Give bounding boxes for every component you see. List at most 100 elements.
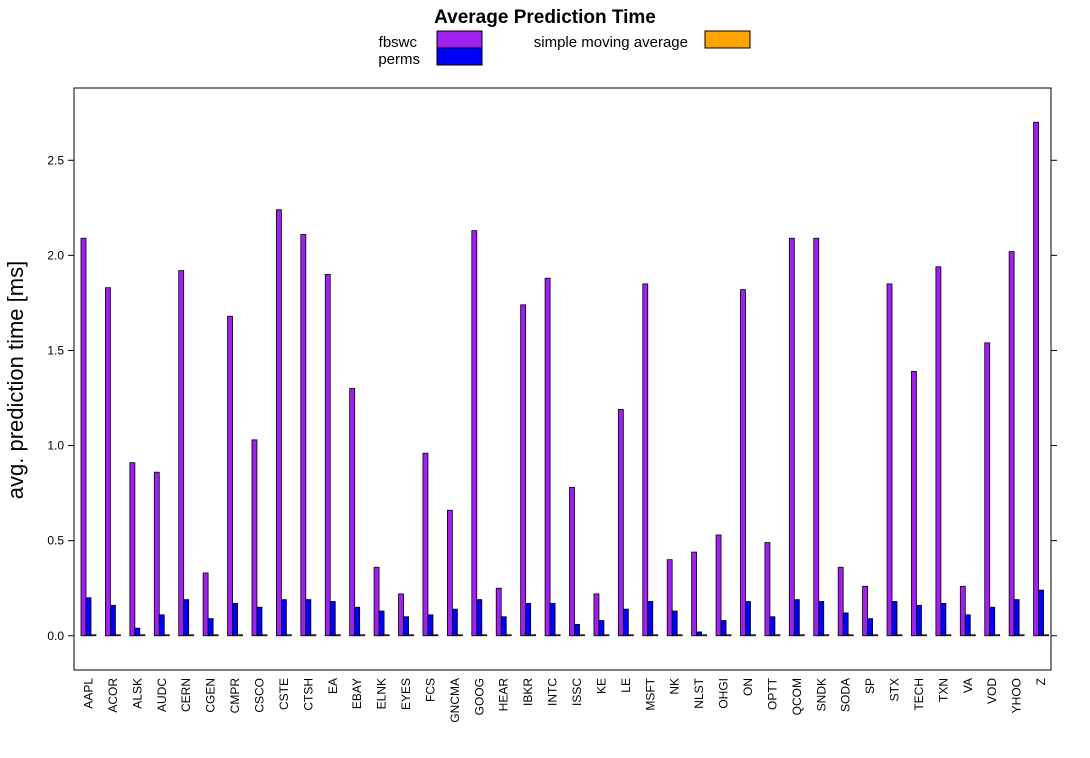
x-axis: AAPL ACOR ALSK AUDC CERN CGEN CMPR CSCO CSTE CTSH…: [82, 677, 1049, 722]
bar-simple-moving-average-sp: [872, 634, 878, 637]
bar-perms-aapl: [85, 597, 92, 637]
x-tick-label: ALSK: [130, 678, 144, 709]
x-tick-label: ELNK: [375, 678, 389, 709]
x-tick-label: IBKR: [521, 678, 535, 706]
x-tick-label: CSTE: [277, 678, 291, 710]
bar-fbswc-optt: [764, 542, 771, 637]
bar-perms-vod: [989, 606, 996, 637]
x-tick-label: TXN: [936, 678, 950, 702]
x-tick-label: EBAY: [350, 678, 364, 709]
bar-perms-nlst: [696, 631, 703, 637]
x-tick-label: LE: [619, 678, 633, 693]
bar-fbswc-qcom: [788, 237, 795, 637]
bar-simple-moving-average-audc: [163, 634, 170, 637]
bar-simple-moving-average-vod: [994, 634, 1001, 637]
bar-fbswc-ebay: [349, 388, 356, 637]
bar-perms-va: [964, 614, 971, 637]
bar-simple-moving-average-txn: [945, 634, 952, 637]
x-tick-label: QCOM: [790, 678, 804, 715]
x-tick-label: CTSH: [301, 678, 315, 711]
bar-simple-moving-average-ea: [334, 634, 341, 637]
bar-fbswc-nlst: [691, 551, 698, 637]
bar-perms-acor: [110, 604, 116, 637]
bar-simple-moving-average-le: [627, 634, 634, 637]
bar-simple-moving-average-aapl: [90, 634, 97, 637]
bar-fbswc-sp: [862, 585, 868, 637]
bar-fbswc-hear: [495, 587, 502, 637]
bar-simple-moving-average-gncma: [456, 634, 463, 637]
x-tick-label: GNCMA: [448, 678, 462, 723]
y-tick-label: 0.5: [47, 534, 64, 548]
bar-fbswc-cgen: [202, 572, 209, 637]
bar-simple-moving-average-elnk: [383, 634, 390, 637]
bar-perms-tech: [916, 604, 922, 637]
x-tick-label: TECH: [912, 678, 926, 711]
bar-fbswc-le: [617, 409, 624, 637]
x-tick-label: NLST: [692, 677, 706, 708]
bar-simple-moving-average-nlst: [701, 634, 708, 637]
x-tick-label: ON: [741, 678, 755, 696]
legend-label-sma: simple moving average: [534, 34, 688, 51]
bar-simple-moving-average-acor: [115, 634, 121, 637]
bar-perms-nk: [671, 610, 678, 637]
bar-simple-moving-average-qcom: [798, 634, 805, 637]
bar-simple-moving-average-fcs: [432, 634, 439, 637]
bar-fbswc-soda: [837, 566, 844, 637]
bar-simple-moving-average-msft: [652, 634, 659, 637]
bar-simple-moving-average-hear: [505, 634, 512, 637]
bar-fbswc-elnk: [373, 566, 380, 637]
bar-perms-qcom: [793, 599, 800, 637]
bar-perms-z: [1038, 589, 1044, 637]
bar-simple-moving-average-ebay: [359, 634, 366, 637]
bar-fbswc-alsk: [129, 462, 136, 637]
y-axis-label: avg. prediction time [ms]: [3, 261, 28, 499]
x-tick-label: VA: [961, 678, 975, 693]
legend-swatch-sma: [704, 30, 751, 49]
legend-swatch-fbswc: [436, 30, 483, 49]
y-tick-label: 2.5: [47, 153, 64, 167]
bar-simple-moving-average-nk: [676, 634, 683, 637]
bar-fbswc-txn: [935, 266, 942, 637]
bar-fbswc-z: [1033, 121, 1039, 637]
bar-simple-moving-average-issc: [579, 634, 585, 637]
bar-fbswc-tech: [911, 370, 917, 637]
bar-perms-cgen: [207, 618, 214, 637]
x-tick-label: INTC: [546, 678, 560, 706]
x-tick-label: Z: [1034, 678, 1048, 685]
bars-group: [80, 121, 1049, 637]
bar-simple-moving-average-csco: [261, 634, 268, 637]
bar-fbswc-ibkr: [520, 304, 527, 637]
x-tick-label: SP: [863, 678, 877, 694]
x-tick-label: MSFT: [643, 677, 657, 710]
x-tick-label: OHGI: [717, 678, 731, 709]
bar-perms-gncma: [451, 608, 458, 637]
bar-perms-fcs: [427, 614, 434, 637]
y-tick-label: 1.0: [47, 439, 64, 453]
x-tick-label: HEAR: [497, 678, 511, 712]
bar-perms-ibkr: [525, 603, 532, 637]
bar-fbswc-vod: [984, 342, 991, 637]
bar-perms-intc: [549, 603, 556, 637]
bar-fbswc-ke: [593, 593, 600, 637]
bar-perms-elnk: [378, 610, 385, 637]
bar-perms-ebay: [354, 606, 361, 637]
bar-perms-cmpr: [232, 603, 238, 637]
bar-simple-moving-average-goog: [481, 634, 488, 637]
bar-simple-moving-average-intc: [554, 634, 561, 637]
bar-simple-moving-average-tech: [921, 634, 927, 637]
bar-fbswc-fcs: [422, 452, 429, 637]
bar-fbswc-stx: [886, 283, 893, 637]
y-tick-label: 0.0: [47, 629, 64, 643]
bar-perms-sp: [867, 618, 873, 637]
x-tick-label: CGEN: [204, 678, 218, 713]
bar-fbswc-csco: [251, 439, 258, 637]
x-tick-label: VOD: [985, 678, 999, 704]
bar-perms-ohgi: [720, 620, 727, 637]
bar-fbswc-gncma: [446, 509, 453, 637]
y-axis: 0.0 0.5 1.0 1.5 2.0 2.5: [47, 153, 1057, 643]
bar-fbswc-goog: [471, 230, 478, 637]
x-tick-label: AUDC: [155, 678, 169, 712]
bar-fbswc-aapl: [80, 237, 87, 637]
bar-perms-csco: [256, 606, 263, 637]
